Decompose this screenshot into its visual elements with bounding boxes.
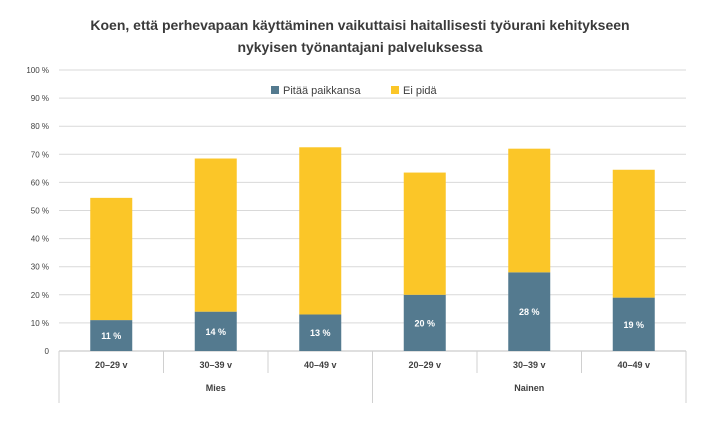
chart-title: Koen, että perhevapaan käyttäminen vaiku…: [0, 14, 720, 58]
y-tick-label: 40 %: [31, 235, 49, 244]
data-label: 11 %: [101, 331, 121, 341]
y-tick-label: 50 %: [31, 207, 49, 216]
y-tick-label: 60 %: [31, 178, 49, 187]
bar-segment-ei-pida: [403, 172, 446, 295]
bar-segment-pitaa-paikkansa: [194, 311, 237, 351]
bar-segment-pitaa-paikkansa: [612, 297, 655, 351]
x-category-label: 30–39 v: [513, 360, 546, 370]
data-label: 13 %: [310, 328, 331, 338]
chart-title-line-1: Koen, että perhevapaan käyttäminen vaiku…: [90, 17, 630, 33]
legend-label: Ei pidä: [403, 85, 438, 97]
group-label: Nainen: [514, 383, 544, 393]
data-label: 19 %: [623, 320, 644, 330]
data-label: 14 %: [205, 327, 226, 337]
x-category-label: 20–29 v: [408, 360, 441, 370]
bar-segment-ei-pida: [90, 197, 133, 321]
bar-segment-ei-pida: [612, 169, 655, 298]
group-label: Mies: [206, 383, 226, 393]
data-label: 20 %: [414, 318, 435, 328]
bar-segment-pitaa-paikkansa: [403, 294, 446, 351]
y-tick-label: 70 %: [31, 150, 49, 159]
y-tick-label: 20 %: [31, 291, 49, 300]
x-category-label: 30–39 v: [199, 360, 232, 370]
bar-segment-pitaa-paikkansa: [299, 314, 342, 351]
x-category-label: 20–29 v: [95, 360, 128, 370]
bar-segment-ei-pida: [194, 158, 237, 312]
y-tick-label: 90 %: [31, 94, 49, 103]
y-tick-label: 100 %: [26, 66, 49, 75]
legend-swatch: [391, 86, 399, 94]
y-tick-label: 30 %: [31, 263, 49, 272]
y-tick-label: 0: [45, 347, 50, 356]
chart-title-line-2: nykyisen työnantajani palveluksessa: [237, 39, 483, 55]
bar-segment-ei-pida: [508, 148, 551, 273]
legend-swatch: [271, 86, 279, 94]
bar-segment-pitaa-paikkansa: [508, 272, 551, 351]
legend-label: Pitää paikkansa: [283, 85, 362, 97]
x-category-label: 40–49 v: [304, 360, 337, 370]
x-category-label: 40–49 v: [617, 360, 650, 370]
data-label: 28 %: [519, 307, 540, 317]
bar-segment-ei-pida: [299, 147, 342, 315]
y-tick-label: 10 %: [31, 319, 49, 328]
y-tick-label: 80 %: [31, 122, 49, 131]
bar-segment-pitaa-paikkansa: [90, 320, 133, 351]
